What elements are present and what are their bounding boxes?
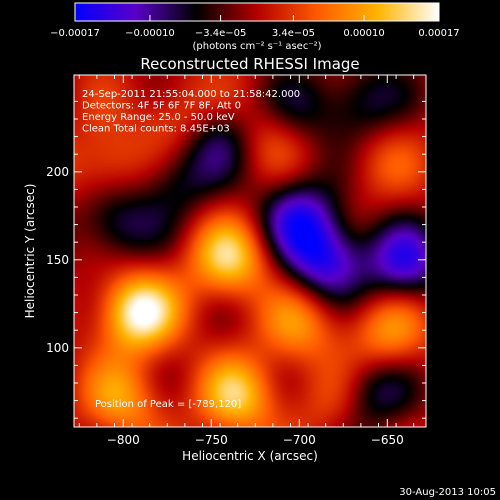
- x-tick-label: −800: [107, 433, 140, 447]
- colorbar-tick-label: 0.00010: [343, 28, 384, 39]
- colorbar-unit-label: (photons cm⁻² s⁻¹ asec⁻²): [192, 41, 321, 52]
- annotation-line: 24-Sep-2011 21:55:04.000 to 21:58:42.000: [82, 89, 300, 100]
- plot-area: [74, 75, 426, 427]
- chart-title: Reconstructed RHESSI Image: [140, 55, 359, 73]
- colorbar-tick-label: −0.00010: [125, 28, 175, 39]
- y-tick-label: 150: [46, 253, 69, 267]
- y-tick-label: 100: [46, 341, 69, 355]
- colorbar: [74, 2, 440, 22]
- y-tick-label: 200: [46, 165, 69, 179]
- annotation-line: Clean Total counts: 8.45E+03: [82, 124, 230, 135]
- axis-ticks: −800 −750 −700 −650 100 150 200: [46, 75, 426, 447]
- colorbar-tick-label: 0.00017: [418, 28, 459, 39]
- x-axis-label: Heliocentric X (arcsec): [182, 449, 318, 463]
- x-tick-label: −700: [283, 433, 316, 447]
- annotation-line: Energy Range: 25.0 - 50.0 keV: [82, 112, 235, 123]
- footer-timestamp: 30-Aug-2013 10:05: [399, 487, 496, 498]
- y-axis-label: Heliocentric Y (arcsec): [23, 184, 37, 319]
- colorbar-tick-label: −0.00017: [50, 28, 100, 39]
- colorbar-tick-label: 3.4e−05: [272, 28, 315, 39]
- x-tick-label: −750: [195, 433, 228, 447]
- colorbar-ticks: −0.00017 −0.00010 −3.4e−05 3.4e−05 0.00010 0.…: [50, 15, 460, 39]
- annotation-line: Detectors: 4F 5F 6F 7F 8F, Att 0: [82, 101, 241, 112]
- peak-position-label: Position of Peak = [-789,120]: [95, 399, 241, 410]
- annotation-block: 24-Sep-2011 21:55:04.000 to 21:58:42.000…: [82, 89, 300, 135]
- plot-frame: [73, 74, 427, 428]
- heatmap-image: [74, 75, 426, 427]
- x-tick-label: −650: [371, 433, 404, 447]
- colorbar-tick-label: −3.4e−05: [195, 28, 247, 39]
